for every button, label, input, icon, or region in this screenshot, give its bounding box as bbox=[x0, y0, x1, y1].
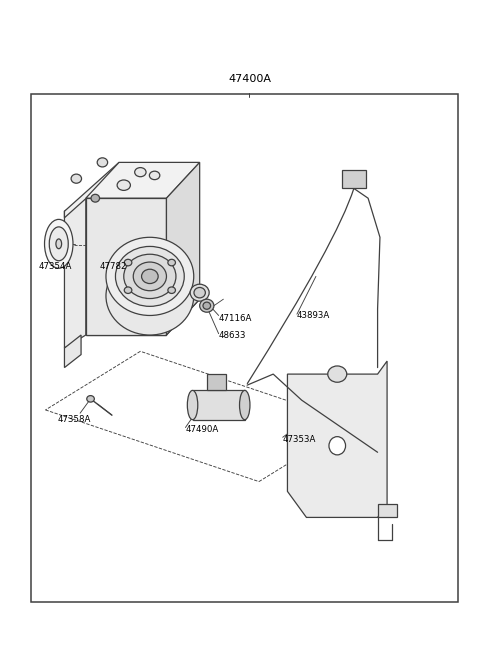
Text: 47354A: 47354A bbox=[38, 262, 72, 271]
Polygon shape bbox=[207, 374, 226, 390]
Ellipse shape bbox=[106, 257, 194, 335]
Text: 43893A: 43893A bbox=[297, 311, 330, 320]
Ellipse shape bbox=[240, 390, 250, 420]
Text: 47490A: 47490A bbox=[185, 425, 219, 434]
Ellipse shape bbox=[190, 284, 209, 301]
Ellipse shape bbox=[187, 390, 198, 420]
Polygon shape bbox=[288, 361, 387, 518]
Polygon shape bbox=[167, 162, 200, 335]
Ellipse shape bbox=[116, 246, 184, 306]
Ellipse shape bbox=[124, 254, 176, 298]
Polygon shape bbox=[64, 335, 81, 367]
Bar bbox=[31, 94, 458, 602]
Ellipse shape bbox=[106, 237, 194, 315]
Polygon shape bbox=[192, 390, 245, 420]
Text: 47353A: 47353A bbox=[283, 435, 316, 443]
Ellipse shape bbox=[328, 366, 347, 382]
Ellipse shape bbox=[49, 227, 68, 261]
Ellipse shape bbox=[142, 269, 158, 284]
Polygon shape bbox=[86, 162, 200, 198]
Ellipse shape bbox=[87, 396, 95, 402]
Text: 48633: 48633 bbox=[219, 330, 246, 340]
Polygon shape bbox=[378, 505, 396, 518]
Ellipse shape bbox=[117, 180, 131, 191]
Polygon shape bbox=[342, 170, 366, 189]
Ellipse shape bbox=[203, 302, 211, 309]
Ellipse shape bbox=[97, 158, 108, 167]
Ellipse shape bbox=[124, 260, 132, 266]
Ellipse shape bbox=[56, 239, 61, 249]
Polygon shape bbox=[86, 198, 167, 335]
Ellipse shape bbox=[133, 262, 167, 290]
Polygon shape bbox=[64, 198, 86, 348]
Ellipse shape bbox=[329, 437, 346, 455]
Ellipse shape bbox=[194, 288, 205, 298]
Text: 47116A: 47116A bbox=[219, 314, 252, 323]
Polygon shape bbox=[64, 162, 119, 217]
Ellipse shape bbox=[168, 260, 176, 266]
Ellipse shape bbox=[168, 287, 176, 294]
Text: 47400A: 47400A bbox=[228, 74, 271, 84]
Ellipse shape bbox=[71, 174, 82, 183]
Ellipse shape bbox=[45, 219, 73, 268]
Ellipse shape bbox=[200, 299, 214, 312]
Ellipse shape bbox=[135, 168, 146, 177]
Text: 47782: 47782 bbox=[100, 262, 128, 271]
Text: 47358A: 47358A bbox=[57, 415, 91, 424]
Ellipse shape bbox=[91, 194, 99, 202]
Ellipse shape bbox=[124, 287, 132, 294]
Ellipse shape bbox=[149, 171, 160, 179]
